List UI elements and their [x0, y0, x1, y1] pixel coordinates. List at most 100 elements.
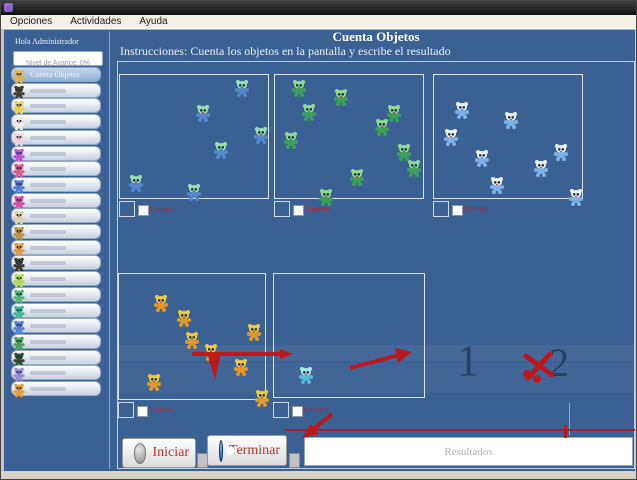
bear-sprite [13, 179, 25, 194]
sidebar-item-label [30, 384, 66, 393]
menu-item-actividades[interactable]: Actividades [70, 16, 122, 27]
bear-sprite [490, 177, 504, 194]
bear-sprite [375, 119, 389, 136]
answer-input-panel-1[interactable] [119, 201, 135, 217]
sidebar-item-label [30, 133, 66, 142]
answer-input-panel-4[interactable] [118, 402, 134, 418]
bear-sprite [13, 258, 25, 272]
sidebar-item-6[interactable] [11, 145, 101, 162]
bear-sprite [13, 242, 25, 256]
bear-sprite [397, 144, 411, 161]
sidebar-item-20[interactable] [11, 365, 101, 382]
progress-box: Nivel de Avance: 0% [13, 51, 103, 67]
big-number-1: 1 [457, 336, 479, 385]
sidebar-item-label [30, 321, 66, 330]
finish-button-label: Terminar [228, 442, 280, 458]
answer-input-panel-3[interactable] [433, 201, 449, 217]
sidebar-item-9[interactable] [11, 192, 101, 209]
sidebar-item-11[interactable] [11, 224, 101, 241]
activity-panel-3 [433, 74, 583, 206]
bear-sprite [455, 102, 469, 119]
bear-sprite [475, 150, 489, 167]
finish-button[interactable]: Terminar [207, 435, 287, 466]
correct-checkbox-panel-4[interactable] [137, 406, 148, 417]
results-placeholder: Resultados [444, 445, 493, 458]
window-bottom-border [1, 471, 636, 479]
sidebar-item-19[interactable] [11, 349, 101, 366]
correct-checkbox-panel-5[interactable] [292, 406, 303, 417]
bear-sprite [319, 189, 333, 206]
bear-sprite [13, 101, 25, 115]
finish-icon [219, 439, 234, 462]
correct-checkbox-panel-2[interactable] [293, 205, 304, 216]
bear-sprite [13, 336, 25, 351]
bear-sprite [387, 105, 401, 122]
sidebar-item-4[interactable] [11, 114, 101, 131]
bear-sprite [350, 169, 364, 186]
bear-sprite [13, 320, 25, 335]
sidebar-item-label [30, 274, 66, 283]
bear-sprite [284, 132, 298, 149]
sidebar-greeting: Hola Administrador [15, 37, 79, 46]
bear-sprite [177, 310, 191, 327]
bear-sprite [407, 160, 421, 177]
sidebar-item-13[interactable] [11, 255, 101, 272]
bear-sprite [147, 374, 161, 391]
activity-panel-1 [119, 74, 269, 201]
sidebar-item-3[interactable] [11, 98, 101, 115]
sidebar-item-label [30, 243, 66, 252]
bear-sprite [247, 324, 261, 341]
results-divider-line [569, 403, 570, 435]
bear-sprite [504, 112, 518, 129]
button-notch [289, 453, 300, 468]
progress-label: Nivel de Avance: 0% [25, 60, 91, 67]
start-button-label: Iniciar [152, 445, 189, 460]
correct-checkbox-panel-3[interactable] [452, 205, 463, 216]
sidebar-item-12[interactable] [11, 239, 101, 256]
sidebar-item-label [30, 368, 66, 377]
checkbox-label-panel-1: Correcto [150, 205, 175, 213]
sidebar-item-label [30, 353, 66, 362]
activity-panel-5 [273, 273, 425, 398]
sidebar-item-14[interactable] [11, 271, 101, 288]
sidebar-item-label [30, 164, 66, 173]
bear-sprite [234, 359, 248, 376]
start-icon [134, 442, 147, 464]
bear-sprite [154, 295, 168, 312]
sidebar-item-10[interactable] [11, 208, 101, 225]
bear-sprite [13, 289, 25, 304]
sidebar-item-2[interactable] [11, 82, 101, 99]
sidebar-item-8[interactable] [11, 176, 101, 194]
sidebar-item-18[interactable] [11, 333, 101, 351]
bear-sprite [13, 352, 25, 366]
bear-sprite [254, 127, 268, 144]
window-border-left [1, 29, 4, 473]
bear-sprite [444, 129, 458, 146]
menu-item-opciones[interactable]: Opciones [10, 16, 53, 27]
menu-item-ayuda[interactable]: Ayuda [139, 16, 168, 27]
sidebar-item-21[interactable] [11, 381, 101, 398]
sidebar-item-17[interactable] [11, 318, 101, 335]
bear-sprite [13, 163, 25, 178]
bear-sprite [13, 273, 25, 288]
sidebar-item-label [30, 227, 66, 236]
answer-input-panel-2[interactable] [274, 201, 290, 217]
sidebar-divider [109, 31, 110, 469]
page-title: Cuenta Objetos [332, 29, 420, 44]
sidebar-item-5[interactable] [11, 129, 101, 147]
sidebar-item-1[interactable]: Cuenta Objetos [11, 67, 101, 84]
activity-panel-2 [274, 74, 424, 206]
bear-sprite [13, 210, 25, 225]
app-icon [4, 3, 13, 12]
sidebar-item-label [30, 196, 66, 205]
correct-checkbox-panel-1[interactable] [138, 205, 149, 216]
bear-sprite [13, 383, 25, 398]
main-panel-border [117, 61, 635, 469]
start-button[interactable]: Iniciar [122, 438, 196, 468]
sidebar-item-7[interactable] [11, 161, 101, 178]
answer-input-panel-5[interactable] [273, 402, 289, 418]
sidebar-item-16[interactable] [11, 302, 101, 319]
bear-sprite [129, 175, 143, 192]
sidebar-item-15[interactable] [11, 286, 101, 304]
bear-sprite [13, 148, 25, 162]
